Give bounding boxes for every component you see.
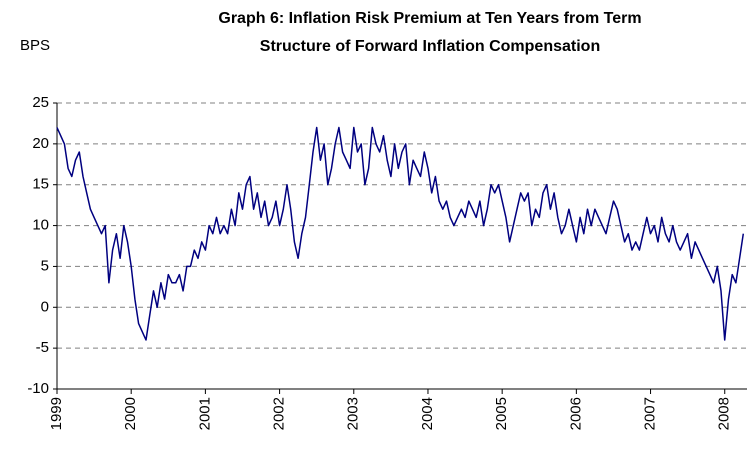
y-tick-label: 15 <box>32 176 49 193</box>
y-tick-label: 10 <box>32 217 49 234</box>
x-tick-label: 2002 <box>271 397 288 430</box>
y-axis-label: BPS <box>20 37 50 54</box>
chart-title: Graph 6: Inflation Risk Premium at Ten Y… <box>218 10 641 27</box>
x-tick-label: 2000 <box>122 397 139 430</box>
y-tick-label: 0 <box>41 298 49 315</box>
x-tick-label: 2005 <box>493 397 510 430</box>
chart-subtitle: Structure of Forward Inflation Compensat… <box>260 38 600 55</box>
y-tick-label: 5 <box>41 257 49 274</box>
x-tick-label: 2008 <box>716 397 733 430</box>
x-tick-label: 2003 <box>345 397 362 430</box>
x-tick-label: 2004 <box>419 397 436 430</box>
x-tick-label: 2007 <box>642 397 659 430</box>
x-tick-label: 1999 <box>48 397 65 430</box>
x-tick-label: 2001 <box>196 397 213 430</box>
y-tick-label: -5 <box>36 339 49 356</box>
y-tick-label: -10 <box>27 380 49 397</box>
data-line <box>56 126 745 341</box>
x-tick-label: 2006 <box>567 397 584 430</box>
y-tick-label: 20 <box>32 135 49 152</box>
y-tick-label: 25 <box>32 94 49 111</box>
